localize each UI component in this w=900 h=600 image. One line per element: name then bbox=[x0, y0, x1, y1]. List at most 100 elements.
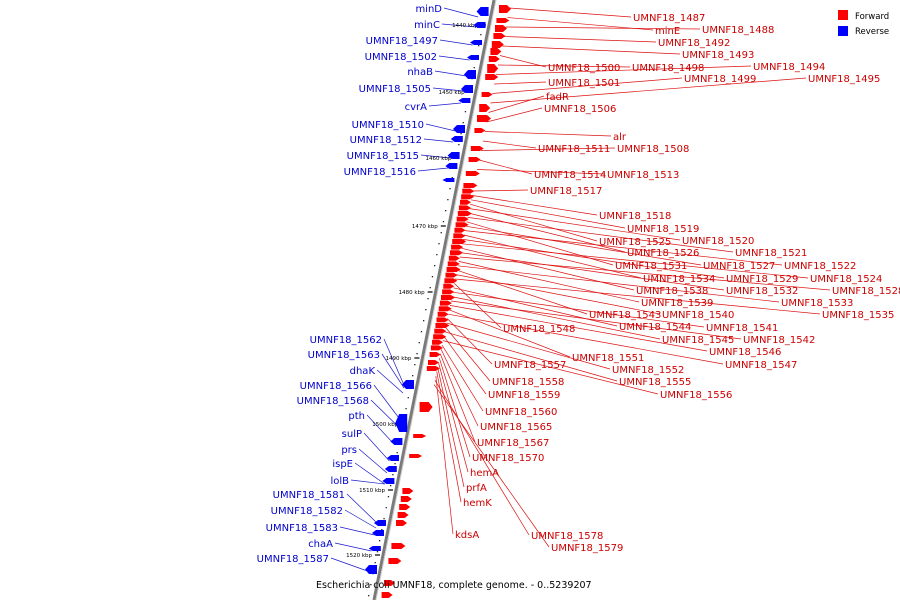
forward-gene-label: UMNF18_1558 bbox=[492, 377, 564, 388]
reverse-gene-label: UMNF18_1516 bbox=[344, 167, 416, 178]
leader-lines-layer bbox=[330, 7, 831, 572]
forward-gene-label: UMNF18_1578 bbox=[531, 531, 603, 542]
reverse-leader-line bbox=[438, 55, 470, 61]
forward-leader-line bbox=[468, 212, 626, 253]
forward-gene-glyph bbox=[481, 92, 493, 97]
forward-gene-glyph bbox=[449, 250, 463, 256]
tick-layer: 1440 kbp 1450 kbp 1460 kbp 1470 kbp 1480 kbp… bbox=[346, 12, 486, 597]
reverse-gene-glyph bbox=[447, 152, 460, 159]
forward-gene-label: UMNF18_1544 bbox=[619, 322, 691, 333]
reverse-gene-label: UMNF18_1581 bbox=[273, 490, 345, 501]
minor-tick bbox=[381, 529, 383, 531]
forward-leader-line bbox=[496, 65, 752, 75]
minor-tick bbox=[458, 144, 460, 146]
forward-gene-label: UMNF18_1539 bbox=[641, 298, 713, 309]
reverse-gene-label: chaA bbox=[308, 539, 333, 550]
minor-tick bbox=[436, 254, 438, 256]
forward-leader-line bbox=[440, 349, 479, 427]
forward-gene-glyph bbox=[447, 261, 460, 267]
forward-gene-label: minE bbox=[655, 26, 680, 37]
forward-leader-line bbox=[477, 169, 606, 175]
forward-leader-line bbox=[437, 366, 465, 488]
forward-gene-glyph bbox=[487, 64, 499, 73]
minor-tick bbox=[370, 584, 372, 586]
forward-gene-label: UMNF18_1567 bbox=[477, 438, 549, 449]
legend-reverse-label: Reverse bbox=[855, 27, 889, 37]
reverse-leader-line bbox=[346, 493, 378, 524]
reverse-leader-line bbox=[373, 384, 399, 418]
forward-gene-label: UMNF18_1535 bbox=[822, 310, 894, 321]
genome-caption: Escherichia coli UMNF18, complete genome… bbox=[316, 580, 592, 591]
forward-leader-line bbox=[499, 55, 547, 68]
reverse-gene-label: UMNF18_1510 bbox=[352, 120, 424, 131]
forward-gene-label: UMNF18_1506 bbox=[544, 104, 616, 115]
forward-gene-glyph bbox=[496, 18, 510, 23]
reverse-leader-line bbox=[350, 479, 385, 485]
forward-gene-label: UMNF18_1533 bbox=[781, 298, 853, 309]
forward-leader-line bbox=[449, 305, 708, 352]
forward-gene-label: UMNF18_1525 bbox=[599, 237, 671, 248]
forward-gene-glyph bbox=[439, 300, 452, 306]
legend-forward-swatch bbox=[838, 10, 848, 20]
minor-tick bbox=[451, 177, 453, 179]
reverse-gene-label: dhaK bbox=[350, 366, 376, 377]
forward-gene-label: UMNF18_1547 bbox=[725, 360, 797, 371]
reverse-leader-line bbox=[358, 448, 388, 474]
reverse-gene-glyph bbox=[445, 163, 458, 169]
forward-leader-line bbox=[456, 269, 588, 315]
forward-gene-glyph bbox=[433, 334, 447, 340]
forward-gene-label: UMNF18_1548 bbox=[503, 324, 575, 335]
forward-gene-glyph bbox=[399, 504, 411, 510]
reverse-gene-label: UMNF18_1505 bbox=[359, 84, 431, 95]
minor-tick bbox=[431, 276, 434, 278]
forward-gene-glyph bbox=[493, 33, 506, 39]
minor-tick bbox=[460, 133, 462, 135]
forward-gene-label: hemK bbox=[463, 498, 492, 509]
reverse-gene-glyph bbox=[372, 530, 384, 536]
reverse-gene-label: lolB bbox=[330, 476, 349, 487]
forward-gene-label: UMNF18_1543 bbox=[589, 310, 661, 321]
forward-gene-glyph bbox=[436, 317, 449, 323]
forward-gene-label: UMNF18_1559 bbox=[488, 390, 560, 401]
reverse-gene-label: ispE bbox=[332, 459, 353, 470]
forward-gene-label: UMNF18_1524 bbox=[810, 274, 882, 285]
forward-leader-line bbox=[452, 291, 705, 328]
forward-leader-line bbox=[438, 362, 469, 473]
forward-gene-glyph bbox=[485, 74, 499, 80]
reverse-gene-glyph bbox=[374, 520, 386, 526]
forward-gene-glyph bbox=[458, 205, 471, 211]
reverse-leader-line bbox=[381, 353, 405, 389]
forward-leader-line bbox=[486, 107, 543, 123]
forward-leader-line bbox=[444, 331, 618, 382]
forward-gene-label: UMNF18_1579 bbox=[551, 543, 623, 554]
forward-gene-label: UMNF18_1527 bbox=[703, 261, 775, 272]
forward-gene-label: UMNF18_1521 bbox=[735, 248, 807, 259]
reverse-leader-line bbox=[417, 167, 449, 172]
forward-gene-label: UMNF18_1528 bbox=[832, 286, 900, 297]
forward-gene-label: fadR bbox=[546, 92, 569, 103]
forward-gene-glyph bbox=[428, 360, 439, 365]
forward-leader-line bbox=[464, 230, 783, 266]
minor-tick bbox=[478, 45, 480, 47]
forward-gene-label: UMNF18_1517 bbox=[530, 186, 602, 197]
reverse-leader-line bbox=[366, 414, 394, 444]
minor-tick bbox=[412, 375, 414, 377]
forward-gene-glyph bbox=[438, 306, 452, 312]
forward-leader-line bbox=[465, 225, 702, 266]
scale-tick-label: 1450 kbp bbox=[439, 90, 465, 96]
forward-leader-line bbox=[451, 296, 661, 340]
forward-gene-label: UMNF18_1508 bbox=[617, 144, 689, 155]
minor-tick bbox=[385, 507, 387, 509]
forward-gene-glyph bbox=[445, 272, 458, 278]
reverse-gene-glyph bbox=[382, 478, 395, 484]
forward-gene-glyph bbox=[402, 488, 414, 494]
forward-gene-glyph bbox=[474, 128, 486, 133]
forward-leader-line bbox=[469, 208, 681, 241]
scale-tick-label: 1500 kbp bbox=[372, 422, 398, 428]
forward-gene-glyph bbox=[491, 41, 504, 48]
forward-gene-glyph bbox=[432, 339, 444, 345]
minor-tick bbox=[416, 353, 418, 355]
minor-tick bbox=[374, 562, 376, 564]
forward-gene-label: UMNF18_1557 bbox=[494, 360, 566, 371]
forward-gene-label: UMNF18_1487 bbox=[633, 13, 705, 24]
